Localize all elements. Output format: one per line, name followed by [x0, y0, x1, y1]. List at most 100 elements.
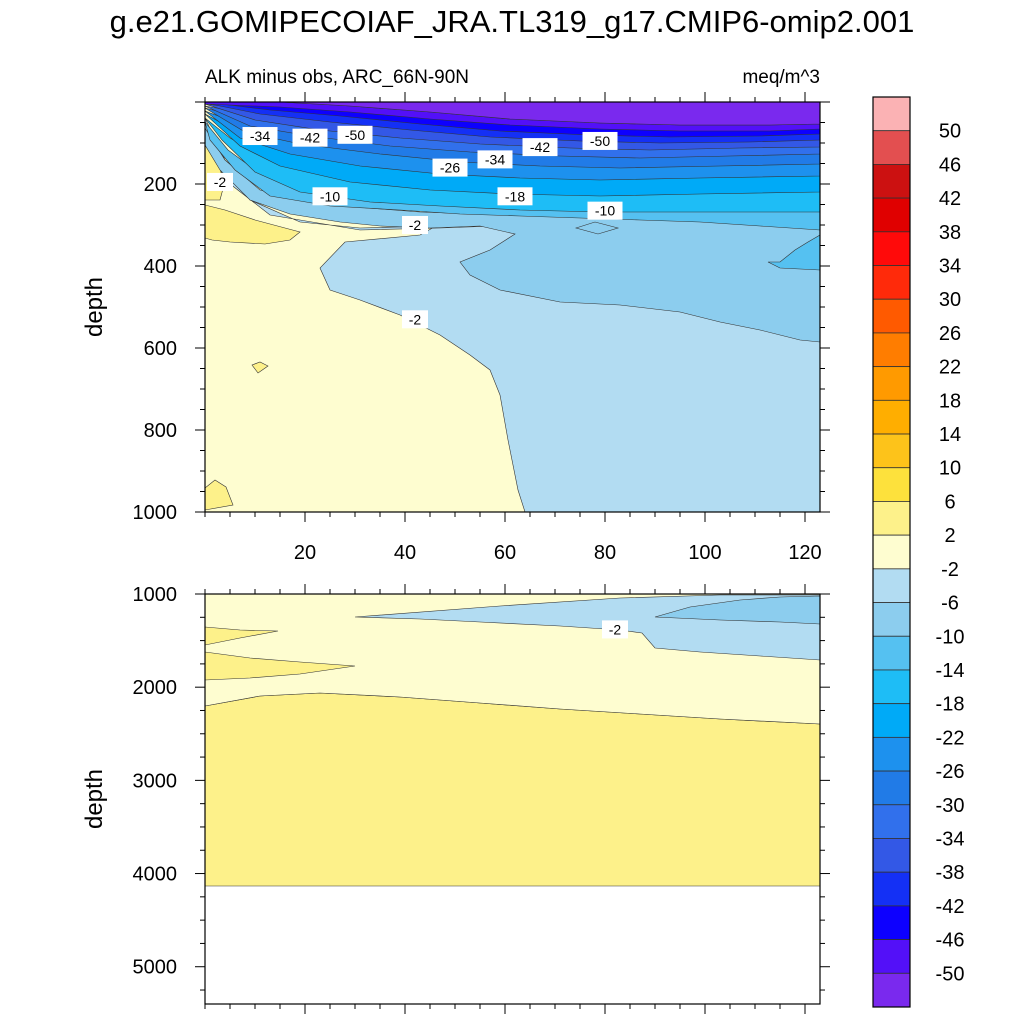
- colorbar-label: -38: [936, 862, 965, 884]
- upper-contour-label: -2: [402, 216, 428, 234]
- colorbar-label: -14: [936, 660, 965, 682]
- colorbar-label: 22: [939, 357, 961, 379]
- colorbar-label: -46: [936, 930, 965, 952]
- svg-text:-2: -2: [609, 621, 622, 637]
- upper-contour-label: -34: [477, 150, 513, 169]
- svg-text:-10: -10: [320, 188, 340, 204]
- upper-contour-fills: [205, 102, 820, 512]
- upper-contour-label: -42: [292, 128, 328, 147]
- chart-units-label: meq/m^3: [742, 67, 820, 88]
- upper-contour-label: -18: [497, 187, 533, 206]
- colorbar-label: 10: [939, 458, 961, 480]
- lower-ytick-label: 1000: [133, 584, 178, 606]
- upper-ytick-label: 200: [144, 174, 177, 196]
- lower-ytick-label: 5000: [133, 957, 178, 979]
- upper-contour-label: -50: [582, 131, 618, 150]
- colorbar-swatch: [872, 939, 911, 974]
- colorbar-swatch: [872, 602, 911, 637]
- lower-ytick-label: 4000: [133, 864, 178, 886]
- upper-xtick-label: 40: [394, 542, 416, 564]
- colorbar-swatch: [872, 231, 911, 266]
- colorbar-swatch: [872, 669, 911, 705]
- colorbar-swatch: [872, 197, 911, 233]
- colorbar-swatch: [872, 433, 911, 469]
- colorbar-label: 14: [939, 424, 961, 446]
- upper-xtick-label: 80: [594, 542, 616, 564]
- colorbar-label: -42: [936, 896, 965, 918]
- svg-text:-34: -34: [250, 128, 270, 144]
- upper-contour-labels: -34 -42 -50 -42 -50 -34 -26 -2 -10 -18 -10 -2 -2: [207, 125, 623, 329]
- colorbar-swatch: [872, 770, 911, 806]
- upper-fill-m10-to-m14-right: [767, 234, 820, 271]
- colorbar-label: 38: [939, 222, 961, 244]
- upper-contour-label: -34: [242, 127, 278, 146]
- svg-text:-34: -34: [485, 151, 505, 167]
- colorbar-swatch: [872, 366, 911, 401]
- colorbar-frame: [872, 96, 911, 1008]
- upper-xtick-label: 100: [688, 542, 721, 564]
- upper-contour-label: -10: [587, 201, 623, 220]
- colorbar-swatch: [872, 871, 911, 907]
- upper-contour-label: -42: [522, 138, 558, 157]
- colorbar-label: -30: [936, 795, 965, 817]
- colorbar-label: -34: [936, 828, 965, 850]
- colorbar-label: -2: [941, 559, 959, 581]
- svg-text:-50: -50: [345, 127, 365, 143]
- svg-text:-10: -10: [595, 203, 615, 219]
- colorbar-label: 50: [939, 121, 961, 143]
- colorbar-swatch: [872, 265, 911, 300]
- lower-x-axis: [204, 584, 806, 1014]
- colorbar-swatch: [872, 905, 911, 940]
- colorbar-label: 34: [939, 256, 961, 278]
- upper-y-axis: 200 400 600 800 1000: [133, 101, 830, 524]
- colorbar-swatch: [872, 298, 911, 334]
- svg-text:-18: -18: [505, 188, 525, 204]
- svg-text:-42: -42: [300, 130, 320, 146]
- lower-contour-label: -2: [602, 620, 628, 639]
- colorbar: 50 46 42 38 34 30 26 22 18 14 10 6 2 -2 -6 -10 -14 -18 -22…: [872, 96, 965, 1008]
- colorbar-swatch: [872, 568, 911, 603]
- svg-text:-26: -26: [440, 160, 460, 176]
- colorbar-swatch: [872, 467, 911, 502]
- lower-fill-m6-to-m10: [654, 595, 820, 625]
- colorbar-swatch: [872, 96, 911, 132]
- lower-fill-2-to-6-wedge-lower: [205, 651, 356, 681]
- colorbar-swatch: [872, 736, 911, 772]
- upper-contour-label: -2: [402, 310, 428, 329]
- colorbar-label: 30: [939, 289, 961, 311]
- lower-ytick-label: 3000: [133, 770, 178, 792]
- colorbar-label: 42: [939, 188, 961, 210]
- chart-subtitle-left: ALK minus obs, ARC_66N-90N: [205, 67, 469, 88]
- lower-contour-fills: [205, 594, 820, 1004]
- lower-fill-2-to-6-wedge-upper: [205, 626, 279, 646]
- colorbar-label: -50: [936, 963, 965, 985]
- upper-ytick-label: 1000: [133, 502, 178, 524]
- colorbar-label: -22: [936, 727, 965, 749]
- svg-text:-2: -2: [409, 311, 422, 327]
- upper-ytick-label: 600: [144, 338, 177, 360]
- colorbar-label: 18: [939, 390, 961, 412]
- colorbar-swatch: [872, 130, 911, 165]
- upper-fill-below-m50: [205, 102, 820, 126]
- colorbar-swatch: [872, 838, 911, 873]
- upper-fill-2-to-6-small: [251, 361, 269, 374]
- colorbar-label: 26: [939, 323, 961, 345]
- colorbar-label: -10: [936, 626, 965, 648]
- colorbar-swatch: [872, 703, 911, 738]
- upper-ytick-label: 400: [144, 256, 177, 278]
- lower-y-axis: 1000 2000 3000 4000 5000: [133, 584, 830, 991]
- svg-text:-50: -50: [590, 133, 610, 149]
- upper-contour-label: -50: [337, 125, 373, 144]
- upper-fill-small-eye: [574, 221, 620, 235]
- upper-x-axis: 20 40 60 80 100 120: [204, 92, 822, 564]
- upper-xtick-label: 120: [788, 542, 821, 564]
- colorbar-swatch: [872, 534, 911, 570]
- upper-fill-2-to-6-bottom: [205, 479, 234, 511]
- lower-ytick-label: 2000: [133, 677, 178, 699]
- colorbar-label: -26: [936, 761, 965, 783]
- colorbar-label: 2: [944, 525, 955, 547]
- upper-xtick-label: 20: [294, 542, 316, 564]
- colorbar-swatch: [872, 635, 911, 671]
- upper-fill-2-to-6-mid: [205, 204, 301, 245]
